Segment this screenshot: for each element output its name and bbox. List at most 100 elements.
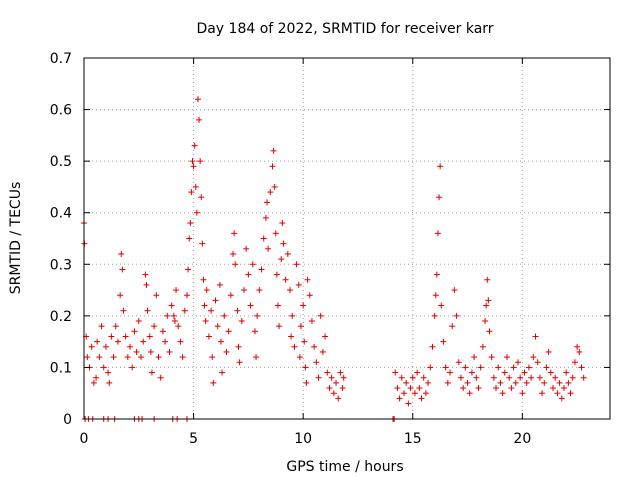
data-point: [306, 292, 313, 299]
data-point: [506, 374, 513, 381]
data-point: [235, 343, 242, 350]
data-point: [264, 199, 271, 206]
data-point: [457, 374, 464, 381]
x-tick-label: 0: [80, 431, 89, 447]
data-point: [453, 312, 460, 319]
data-point: [155, 354, 162, 361]
data-point: [201, 302, 208, 309]
data-point: [530, 354, 537, 361]
data-point: [293, 261, 300, 268]
data-point: [170, 312, 177, 319]
data-point: [460, 385, 467, 392]
data-point: [151, 323, 158, 330]
data-point: [322, 333, 329, 340]
data-point: [567, 390, 574, 397]
data-point: [265, 245, 272, 252]
data-point: [127, 343, 134, 350]
x-tick-label: 5: [189, 431, 198, 447]
data-point: [269, 163, 276, 170]
data-point: [560, 385, 567, 392]
data-point: [209, 354, 216, 361]
data-point: [326, 385, 333, 392]
data-point: [90, 379, 97, 386]
data-point: [300, 302, 307, 309]
data-point: [258, 266, 265, 273]
data-point: [245, 271, 252, 278]
data-point: [335, 395, 342, 402]
data-point: [282, 276, 289, 283]
data-point: [271, 183, 278, 190]
data-point: [254, 312, 261, 319]
data-point: [296, 354, 303, 361]
data-point: [200, 276, 207, 283]
data-point: [225, 328, 232, 335]
data-point: [411, 390, 418, 397]
data-point: [451, 287, 458, 294]
data-point: [440, 338, 447, 345]
y-tick-label: 0.5: [50, 154, 72, 170]
data-point: [157, 374, 164, 381]
data-point: [181, 307, 188, 314]
data-point: [131, 328, 138, 335]
data-point: [120, 307, 127, 314]
data-point: [142, 271, 149, 278]
data-point: [297, 323, 304, 330]
y-tick-label: 0.2: [50, 309, 72, 325]
data-point: [574, 343, 581, 350]
data-point: [398, 374, 405, 381]
data-point: [221, 312, 228, 319]
data-point: [199, 240, 206, 247]
data-point: [184, 292, 191, 299]
data-point: [444, 379, 451, 386]
data-point: [304, 276, 311, 283]
data-point: [431, 312, 438, 319]
data-point: [187, 220, 194, 227]
data-point: [416, 385, 423, 392]
data-point: [493, 385, 500, 392]
data-point: [485, 297, 492, 304]
data-point: [552, 374, 559, 381]
data-point: [482, 318, 489, 325]
data-point: [249, 261, 256, 268]
data-point: [227, 292, 234, 299]
data-point: [251, 328, 258, 335]
data-point: [143, 281, 150, 288]
data-point: [333, 379, 340, 386]
data-point: [276, 323, 283, 330]
data-point: [162, 338, 169, 345]
data-point: [468, 369, 475, 376]
data-point: [108, 333, 115, 340]
data-point: [519, 390, 526, 397]
data-point: [315, 374, 322, 381]
data-point: [260, 235, 267, 242]
data-point: [194, 96, 201, 103]
data-point: [479, 343, 486, 350]
data-point: [532, 333, 539, 340]
x-tick-label: 15: [404, 431, 422, 447]
data-point: [420, 374, 427, 381]
data-point: [514, 359, 521, 366]
data-point: [427, 364, 434, 371]
data-point: [240, 287, 247, 294]
data-point: [483, 302, 490, 309]
data-point: [247, 302, 254, 309]
data-point: [543, 364, 550, 371]
data-point: [110, 354, 117, 361]
data-point: [488, 354, 495, 361]
data-point: [278, 256, 285, 263]
data-point: [521, 369, 528, 376]
data-point: [308, 318, 315, 325]
data-point: [311, 343, 318, 350]
data-point: [140, 338, 147, 345]
data-point: [536, 374, 543, 381]
x-tick-label: 10: [294, 431, 312, 447]
data-point: [432, 292, 439, 299]
data-point: [512, 379, 519, 386]
y-tick-label: 0.7: [50, 51, 72, 67]
data-point: [238, 318, 245, 325]
y-tick-label: 0.1: [50, 360, 72, 376]
data-point: [230, 250, 237, 257]
data-point: [569, 374, 576, 381]
data-point: [129, 364, 136, 371]
data-point: [462, 364, 469, 371]
